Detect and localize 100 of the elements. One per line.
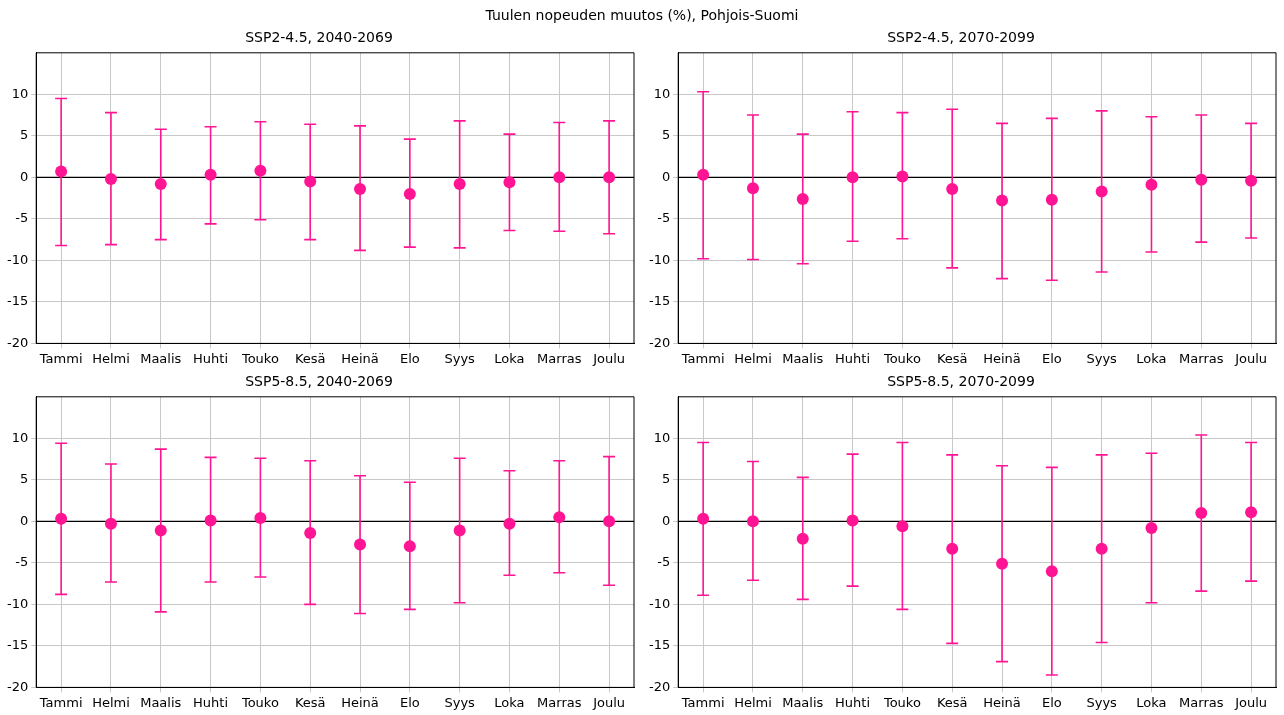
point — [603, 515, 616, 528]
x-tick-label: Heinä — [341, 350, 379, 366]
chart-title: SSP2-4.5, 2070-2099 — [887, 29, 1035, 46]
x-tick-label: Syys — [1086, 350, 1118, 366]
x-tick-label: Joulu — [1234, 694, 1268, 710]
x-tick-label: Loka — [494, 350, 525, 366]
x-tick-label: Kesä — [294, 350, 326, 366]
y-tick-label: 5 — [661, 127, 671, 143]
point — [254, 164, 267, 177]
y-tick-label: 5 — [661, 471, 671, 487]
point — [746, 182, 759, 195]
point — [304, 526, 317, 539]
x-tick-label: Touko — [240, 694, 279, 710]
x-tick-label: Joulu — [592, 350, 626, 366]
x-tick-label: Huhti — [835, 694, 871, 710]
y-tick-label: 0 — [19, 168, 29, 184]
x-tick-label: Touko — [882, 694, 921, 710]
x-tick-label: Syys — [1086, 694, 1118, 710]
point — [1195, 173, 1208, 186]
point — [1095, 185, 1108, 198]
point — [453, 524, 466, 537]
point — [354, 538, 367, 551]
point — [553, 511, 566, 524]
point — [204, 168, 217, 181]
y-tick-label: -10 — [7, 595, 29, 611]
y-tick-label: -20 — [7, 678, 29, 694]
point — [796, 192, 809, 205]
point — [453, 177, 466, 190]
point — [403, 540, 416, 553]
y-tick-label: -15 — [649, 293, 671, 309]
x-tick-label: Helmi — [734, 694, 772, 710]
y-tick-label: -15 — [649, 637, 671, 653]
point — [996, 557, 1009, 570]
x-tick-label: Tammi — [38, 350, 83, 366]
point — [796, 532, 809, 545]
y-tick-label: -20 — [7, 334, 29, 350]
y-tick-label: -10 — [7, 251, 29, 267]
point — [104, 173, 117, 185]
point — [1145, 521, 1158, 534]
y-tick-label: -5 — [657, 554, 671, 570]
point — [896, 520, 909, 533]
point — [1245, 506, 1258, 519]
point — [354, 182, 367, 195]
point — [1045, 193, 1058, 206]
x-tick-label: Loka — [494, 694, 525, 710]
x-tick-label: Huhti — [193, 350, 229, 366]
x-tick-label: Maalis — [140, 694, 182, 710]
point — [846, 171, 859, 184]
point — [304, 175, 317, 188]
point — [154, 524, 167, 537]
x-tick-label: Touko — [240, 350, 279, 366]
point — [697, 168, 710, 181]
x-tick-label: Marras — [1179, 694, 1224, 710]
y-tick-label: 10 — [11, 85, 29, 101]
point — [503, 176, 516, 189]
y-tick-label: -10 — [649, 251, 671, 267]
x-tick-label: Joulu — [592, 694, 626, 710]
point — [946, 182, 959, 195]
point — [846, 514, 859, 527]
y-tick-label: 0 — [661, 512, 671, 528]
y-tick-label: -20 — [649, 678, 671, 694]
point — [55, 512, 68, 525]
x-tick-label: Maalis — [140, 350, 182, 366]
x-tick-label: Syys — [444, 694, 476, 710]
y-tick-label: -15 — [7, 293, 29, 309]
y-tick-label: 10 — [11, 429, 29, 445]
point — [403, 187, 416, 200]
y-tick-label: -10 — [649, 595, 671, 611]
x-tick-label: Helmi — [92, 350, 130, 366]
x-tick-label: Tammi — [680, 350, 725, 366]
x-tick-label: Elo — [399, 694, 420, 710]
x-tick-label: Marras — [1179, 350, 1224, 366]
point — [1145, 178, 1158, 191]
x-tick-label: Heinä — [341, 694, 379, 710]
x-tick-label: Elo — [399, 350, 420, 366]
x-tick-label: Huhti — [835, 350, 871, 366]
x-tick-label: Marras — [537, 350, 582, 366]
x-tick-label: Marras — [537, 694, 582, 710]
y-tick-label: 10 — [653, 85, 671, 101]
x-tick-label: Joulu — [1234, 350, 1268, 366]
x-tick-label: Heinä — [983, 350, 1021, 366]
point — [503, 517, 516, 530]
point — [896, 170, 909, 183]
x-tick-label: Kesä — [294, 694, 326, 710]
point — [55, 165, 68, 178]
point — [1045, 565, 1058, 578]
point — [553, 171, 566, 184]
point — [104, 517, 117, 530]
y-tick-label: 0 — [661, 168, 671, 184]
x-tick-label: Helmi — [734, 350, 772, 366]
x-tick-label: Touko — [882, 350, 921, 366]
text: Tuulen nopeuden muutos (%), Pohjois-Suomi — [484, 6, 800, 25]
chart-title: SSP5-8.5, 2040-2069 — [245, 373, 393, 390]
x-tick-label: Heinä — [983, 694, 1021, 710]
point — [1195, 507, 1208, 520]
point — [746, 515, 759, 528]
x-tick-label: Kesä — [936, 350, 968, 366]
point — [697, 512, 710, 525]
point — [603, 171, 616, 184]
x-tick-label: Loka — [1136, 694, 1167, 710]
